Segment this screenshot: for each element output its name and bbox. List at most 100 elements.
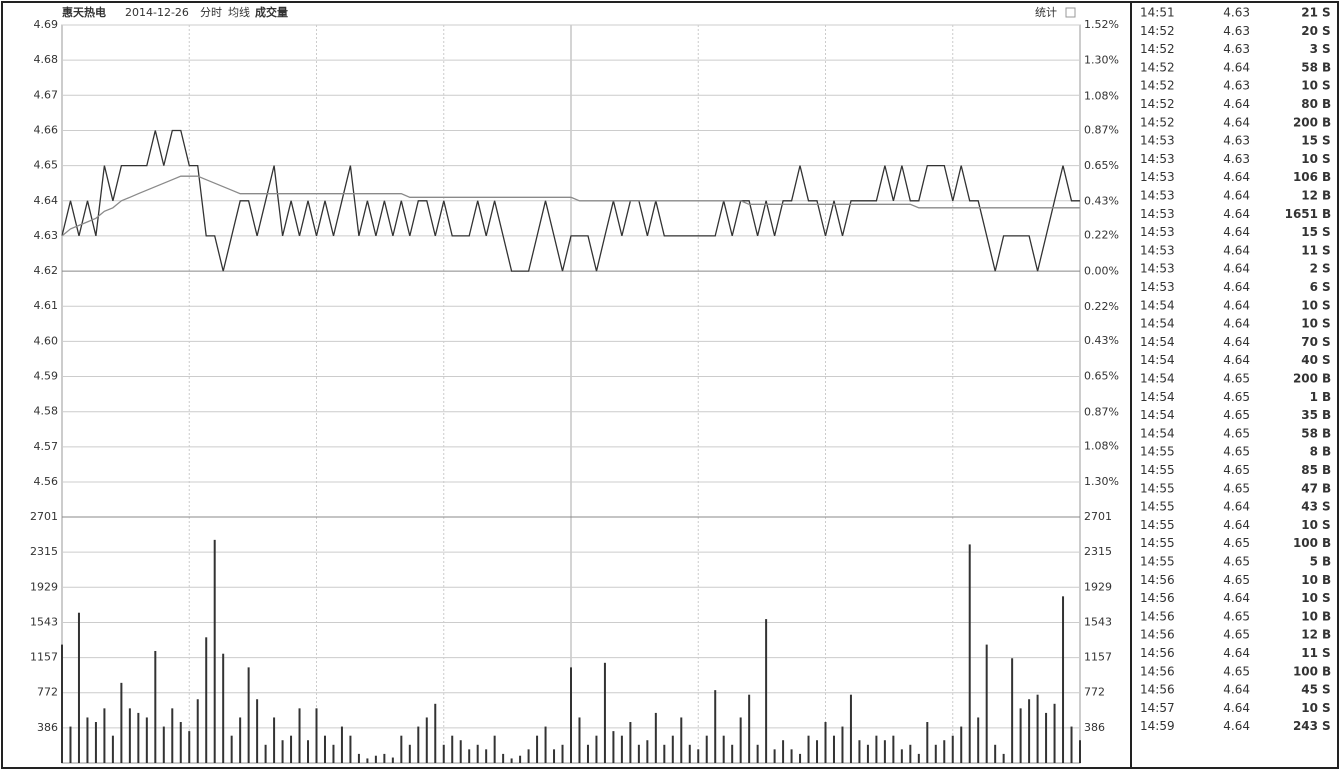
volume-bar	[654, 712, 657, 763]
trade-side: B	[1322, 97, 1331, 111]
volume-bar	[374, 755, 377, 763]
trade-time: 14:51	[1140, 6, 1175, 20]
volume-bar	[875, 735, 878, 763]
trade-price: 4.64	[1223, 189, 1250, 203]
volume-bar	[315, 708, 318, 763]
avg-legend: 均线	[228, 5, 250, 19]
trade-price: 4.65	[1223, 372, 1250, 386]
volume-bar	[196, 699, 199, 763]
volume-bar	[332, 744, 335, 763]
y2-tick-label: 1.08%	[1084, 89, 1119, 102]
y-tick-label: 4.57	[34, 440, 59, 453]
trade-volume: 20	[1301, 24, 1318, 38]
volume-bar	[69, 726, 72, 763]
volume-bar	[985, 644, 988, 763]
y-tick-label: 386	[37, 721, 58, 734]
trade-time: 14:56	[1140, 628, 1175, 642]
volume-bar	[748, 694, 751, 763]
trade-volume: 10	[1301, 701, 1318, 715]
volume-bar	[977, 717, 980, 763]
trade-price: 4.64	[1223, 280, 1250, 294]
trade-side: S	[1322, 243, 1331, 257]
y-tick-label: 4.68	[34, 53, 59, 66]
volume-bar	[128, 708, 131, 763]
volume-bar	[688, 744, 691, 763]
y2-tick-label: 0.22%	[1084, 229, 1119, 242]
trade-volume: 10	[1301, 298, 1318, 312]
trade-price: 4.64	[1223, 317, 1250, 331]
mode: 分时	[200, 6, 222, 19]
trade-price: 4.65	[1223, 628, 1250, 642]
trade-side: S	[1322, 6, 1331, 20]
trade-price: 4.64	[1223, 262, 1250, 276]
trade-time: 14:55	[1140, 445, 1175, 459]
trade-volume: 10	[1301, 609, 1318, 623]
trade-price: 4.65	[1223, 536, 1250, 550]
volume-bar	[357, 753, 360, 763]
trade-side: S	[1322, 518, 1331, 532]
volume-bar	[1062, 596, 1065, 763]
y-tick-label: 1929	[30, 580, 58, 593]
stats-box[interactable]	[1065, 7, 1076, 18]
volume-bar	[451, 735, 454, 763]
volume-bar	[383, 753, 386, 763]
y2-tick-label: 1.30%	[1084, 475, 1119, 488]
trade-time: 14:53	[1140, 280, 1175, 294]
trade-price: 4.65	[1223, 390, 1250, 404]
volume-bar	[1070, 726, 1073, 763]
trade-side: S	[1322, 298, 1331, 312]
volume-bar	[1053, 703, 1056, 763]
y-tick-label-right: 1929	[1084, 580, 1112, 593]
stats-button[interactable]: 统计	[1035, 6, 1057, 19]
trade-time: 14:54	[1140, 408, 1175, 422]
volume-bar	[807, 735, 810, 763]
volume-bar	[256, 699, 259, 763]
trade-time: 14:54	[1140, 317, 1175, 331]
volume-bar	[782, 740, 785, 763]
y2-tick-label: 0.87%	[1084, 405, 1119, 418]
trade-volume: 10	[1301, 573, 1318, 587]
volume-bar	[756, 744, 759, 763]
trade-volume: 100	[1293, 536, 1318, 550]
volume-bar	[222, 653, 225, 763]
volume-bar	[612, 731, 615, 763]
price-line	[61, 129, 1080, 272]
trade-price: 4.64	[1223, 719, 1250, 733]
trade-volume: 2	[1310, 262, 1318, 276]
trade-time: 14:52	[1140, 97, 1175, 111]
volume-bar	[510, 758, 513, 763]
trade-volume: 200	[1293, 115, 1318, 129]
volume-bar	[103, 708, 106, 763]
trade-price: 4.63	[1223, 6, 1250, 20]
volume-bar	[943, 740, 946, 763]
trade-price: 4.64	[1223, 646, 1250, 660]
volume-bar	[179, 722, 182, 763]
y-tick-label: 2701	[30, 510, 58, 523]
stock-name: 惠天热电	[62, 5, 106, 19]
trade-side: S	[1322, 79, 1331, 93]
volume-bar	[434, 703, 437, 763]
trade-time: 14:53	[1140, 243, 1175, 257]
trade-time: 14:55	[1140, 518, 1175, 532]
volume-bar	[960, 726, 963, 763]
trade-volume: 80	[1301, 97, 1318, 111]
trade-volume: 10	[1301, 591, 1318, 605]
volume-bar	[205, 637, 208, 763]
trade-price: 4.64	[1223, 170, 1250, 184]
volume-bar	[493, 735, 496, 763]
trade-price: 4.63	[1223, 79, 1250, 93]
volume-bar	[391, 757, 394, 763]
volume-bar	[714, 690, 717, 763]
volume-bar	[162, 726, 165, 763]
trade-time: 14:54	[1140, 390, 1175, 404]
trade-side: B	[1322, 372, 1331, 386]
volume-bar	[527, 749, 530, 763]
trade-price: 4.64	[1223, 701, 1250, 715]
trade-side: B	[1322, 426, 1331, 440]
y2-tick-label: 0.22%	[1084, 300, 1119, 313]
trade-time: 14:52	[1140, 79, 1175, 93]
trade-time: 14:56	[1140, 609, 1175, 623]
trade-time: 14:54	[1140, 353, 1175, 367]
volume-bar	[697, 749, 700, 763]
